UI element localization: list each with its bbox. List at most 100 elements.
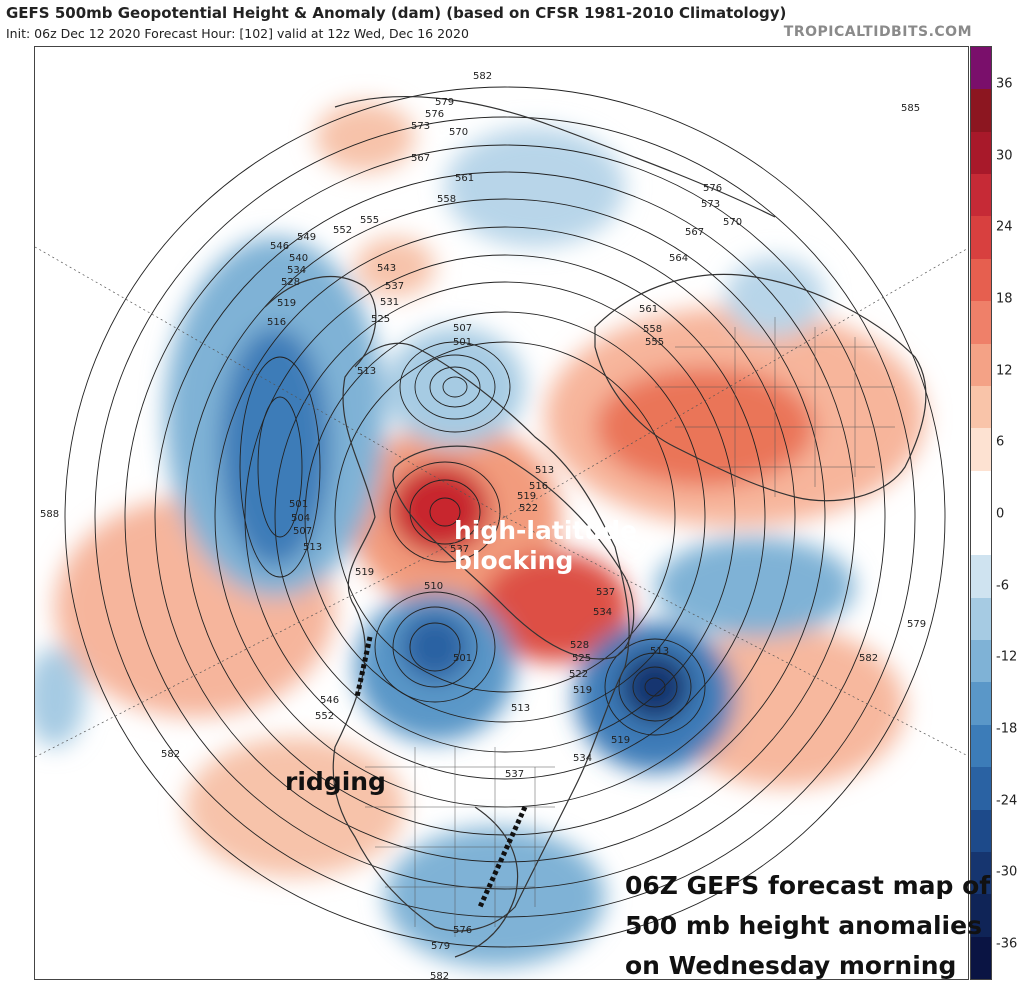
- contour-label: 537: [450, 544, 469, 555]
- colorbar-label: 18: [996, 291, 1013, 307]
- contour-label: 558: [643, 324, 662, 335]
- contour-label: 531: [380, 297, 399, 308]
- contour-hemispheric: [64, 86, 946, 948]
- forecast-map: 582 579 576 573 570 567 561 558 555 552 …: [34, 46, 969, 980]
- colorbar-swatch: [971, 174, 991, 217]
- map-header: GEFS 500mb Geopotential Height & Anomaly…: [0, 0, 1024, 46]
- contour-label: 501: [453, 653, 472, 664]
- contour-label: 534: [287, 265, 306, 276]
- contour-label: 522: [519, 503, 538, 514]
- contour-label: 576: [453, 925, 472, 936]
- contour-label: 588: [40, 509, 59, 520]
- contour-hudson-low: [442, 376, 468, 398]
- contour-hemispheric: [244, 254, 766, 780]
- contour-label: 570: [723, 217, 742, 228]
- contour-label: 501: [453, 337, 472, 348]
- contour-label: 546: [320, 695, 339, 706]
- colorbar-swatch: [971, 851, 991, 895]
- anomaly-atlantic-core: [620, 652, 690, 722]
- contour-label: 519: [517, 491, 536, 502]
- coastline-us-east: [454, 806, 519, 958]
- colorbar-labels: 36 30 24 18 12 6 0 -6 -12 -18 -24 -30 -36: [996, 46, 1024, 980]
- map-subtitle: Init: 06z Dec 12 2020 Forecast Hour: [10…: [6, 26, 469, 41]
- contour-label: 501: [289, 499, 308, 510]
- colorbar-label: 24: [996, 219, 1013, 235]
- contour-label: 573: [701, 199, 720, 210]
- colorbar-swatch: [971, 682, 991, 726]
- colorbar-swatch: [971, 216, 991, 260]
- contour-label: 513: [357, 366, 376, 377]
- contour-label: 561: [455, 173, 474, 184]
- contour-label: 579: [431, 941, 450, 952]
- anomaly-greenland-mid: [480, 552, 630, 662]
- contour-pacific-low: [257, 396, 303, 538]
- contour-label: 513: [511, 703, 530, 714]
- map-canvas: 582 579 576 573 570 567 561 558 555 552 …: [35, 71, 968, 980]
- colorbar-label: 12: [996, 363, 1013, 379]
- anomaly-north-atlantic-negative: [655, 537, 855, 637]
- colorbar-swatch: [971, 343, 991, 387]
- colorbar-label: -30: [996, 864, 1018, 880]
- contour-label: 519: [573, 685, 592, 696]
- anomaly-siberia-positive: [315, 102, 415, 172]
- contour-label: 582: [430, 971, 449, 980]
- colorbar-swatch: [971, 724, 991, 768]
- colorbar-swatch: [971, 640, 991, 683]
- contour-label: 567: [685, 227, 704, 238]
- contour-hudson-low: [414, 354, 496, 420]
- contour-canada-low: [409, 622, 461, 672]
- coastline-alaska: [264, 276, 377, 368]
- contour-atlantic-low: [632, 666, 678, 708]
- contour-label: 522: [569, 669, 588, 680]
- contour-greenland-high: [389, 461, 501, 563]
- colorbar-label: -6: [996, 578, 1009, 594]
- contour-label: 516: [267, 317, 286, 328]
- colorbar-swatch: [971, 301, 991, 345]
- trough-axes: [354, 636, 528, 909]
- contour-label: 567: [411, 153, 430, 164]
- contour-hemispheric: [304, 311, 706, 723]
- contour-hemispheric: [94, 116, 916, 918]
- anomaly-greenland-core: [390, 464, 490, 554]
- border-line: [365, 766, 555, 888]
- colorbar-label: 6: [996, 434, 1005, 450]
- contour-atlantic-low: [604, 638, 706, 736]
- colorbar-swatch: [971, 89, 991, 133]
- colorbar-label: -18: [996, 721, 1018, 737]
- map-title: GEFS 500mb Geopotential Height & Anomaly…: [6, 4, 787, 22]
- contour-label: 576: [703, 183, 722, 194]
- contour-label: 513: [650, 646, 669, 657]
- colorbar-label: -36: [996, 936, 1018, 952]
- coastlines: [264, 96, 927, 958]
- meridian-line: [35, 246, 506, 518]
- contour-label: 555: [360, 215, 379, 226]
- contour-greenland-high: [429, 497, 461, 527]
- contour-pacific-low: [239, 356, 321, 578]
- colorbar-swatch: [971, 513, 991, 556]
- contour-hemispheric: [124, 144, 886, 890]
- meridian-line: [504, 516, 968, 757]
- contour-canada-low: [374, 591, 496, 703]
- coastline-north-america: [332, 342, 630, 932]
- contour-label: 537: [385, 281, 404, 292]
- coastline-eurasia: [594, 273, 927, 502]
- contour-label: 510: [424, 581, 443, 592]
- colorbar-swatch: [971, 894, 991, 938]
- contour-label: 534: [573, 753, 592, 764]
- contour-hemispheric: [154, 171, 856, 863]
- contour-atlantic-low: [618, 652, 692, 722]
- contour-label: 552: [333, 225, 352, 236]
- colorbar-label: 0: [996, 506, 1005, 522]
- coastline-greenland: [392, 445, 635, 660]
- trough-axis-east: [477, 805, 528, 909]
- contour-label: 558: [437, 194, 456, 205]
- contour-label: 585: [901, 103, 920, 114]
- contour-label: 519: [611, 735, 630, 746]
- anomaly-pacific-core: [220, 327, 330, 567]
- coastline-asia-north: [334, 96, 776, 218]
- contour-label: 537: [596, 587, 615, 598]
- contour-label: 528: [570, 640, 589, 651]
- contour-label: 537: [505, 769, 524, 780]
- political-borders: [365, 317, 895, 937]
- contour-hudson-low: [429, 366, 481, 408]
